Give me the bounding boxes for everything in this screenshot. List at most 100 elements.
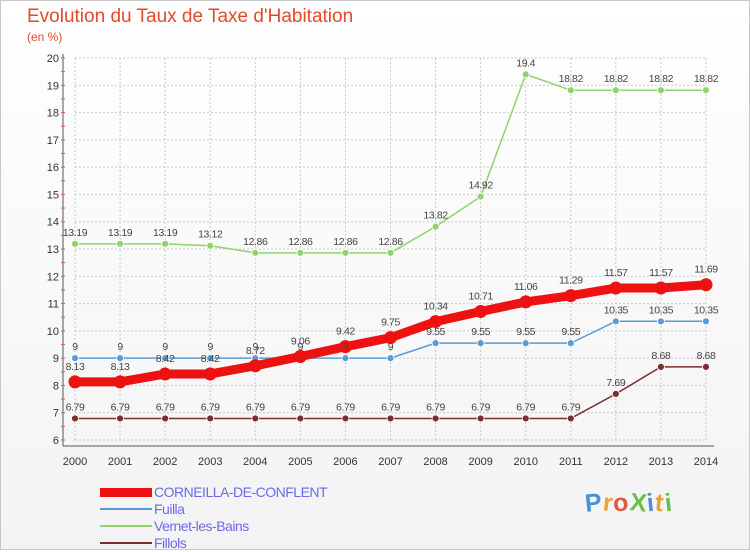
data-label: 11.69 (694, 264, 718, 276)
y-tick-label: 10 (47, 326, 59, 338)
data-label: 9.55 (561, 326, 580, 338)
data-point (657, 362, 665, 371)
data-point (521, 414, 530, 423)
data-point (386, 248, 395, 257)
y-tick-label: 16 (47, 162, 59, 174)
data-point (611, 86, 620, 95)
data-label: 6.79 (336, 401, 355, 413)
data-point (609, 281, 623, 295)
data-label: 9 (253, 341, 259, 353)
y-tick-label: 14 (47, 217, 59, 229)
data-point (71, 354, 79, 363)
data-point (519, 295, 533, 309)
data-point (702, 317, 710, 326)
data-point (476, 192, 485, 201)
data-point (564, 289, 578, 303)
x-tick-label: 2005 (288, 456, 312, 468)
data-label: 6.79 (156, 401, 175, 413)
legend-label: Fuilla (154, 501, 185, 517)
data-label: 6.79 (471, 401, 490, 413)
data-point (116, 354, 124, 363)
data-label: 12.86 (333, 236, 358, 248)
data-point (431, 222, 440, 231)
data-point (611, 317, 620, 326)
data-label: 6.79 (426, 401, 445, 413)
data-point (702, 362, 710, 371)
data-label: 18.82 (694, 73, 719, 85)
data-point (116, 239, 124, 248)
legend-swatch (100, 508, 152, 510)
data-label: 8.42 (156, 353, 175, 365)
data-point (113, 375, 127, 389)
data-point (341, 354, 350, 363)
y-tick-label: 9 (53, 353, 59, 365)
data-point (386, 354, 395, 363)
data-point (341, 248, 350, 257)
data-point (431, 414, 440, 423)
x-tick-label: 2008 (423, 456, 447, 468)
data-point (338, 340, 352, 354)
data-label: 6.79 (66, 401, 85, 413)
data-point (702, 86, 710, 95)
data-label: 8.13 (111, 361, 130, 373)
data-point (161, 414, 170, 423)
data-label: 12.86 (288, 236, 313, 248)
data-label: 8.68 (652, 350, 671, 362)
data-point (566, 414, 575, 423)
data-label: 6.79 (201, 401, 220, 413)
data-label: 9 (117, 341, 123, 353)
data-label: 9 (72, 341, 78, 353)
data-label: 10.34 (423, 301, 448, 313)
legend-label: Vernet-les-Bains (154, 518, 249, 534)
data-label: 12.86 (243, 236, 268, 248)
data-point (71, 239, 79, 248)
data-label: 7.69 (606, 377, 625, 389)
data-point (611, 389, 620, 398)
data-label: 18.82 (604, 73, 629, 85)
data-label: 9.55 (426, 326, 445, 338)
data-label: 18.82 (559, 73, 584, 85)
data-point (71, 414, 79, 423)
data-label: 13.82 (423, 210, 448, 222)
data-point (431, 339, 440, 348)
legend-swatch (100, 542, 152, 544)
y-tick-label: 13 (47, 244, 59, 256)
data-label: 11.06 (514, 281, 538, 293)
data-label: 19.4 (516, 57, 535, 69)
y-tick-label: 7 (53, 408, 59, 420)
data-label: 9.75 (381, 317, 400, 329)
x-tick-label: 2014 (694, 456, 718, 468)
data-point (566, 86, 575, 95)
data-point (206, 354, 215, 363)
data-point (248, 359, 262, 373)
data-label: 10.71 (469, 290, 494, 302)
data-point (654, 281, 668, 295)
logo-letter: i (663, 488, 675, 518)
data-point (296, 414, 305, 423)
data-label: 9.06 (291, 336, 310, 348)
data-label: 6.79 (516, 401, 535, 413)
y-tick-label: 19 (47, 80, 59, 92)
data-label: 10.35 (604, 304, 629, 316)
data-point (203, 367, 217, 381)
data-label: 6.79 (111, 401, 130, 413)
data-label: 11.29 (559, 275, 583, 287)
data-label: 10.35 (649, 304, 674, 316)
data-label: 11.57 (649, 267, 673, 279)
data-point (474, 304, 488, 318)
legend-label: CORNEILLA-DE-CONFLENT (154, 484, 328, 500)
data-point (341, 414, 350, 423)
x-tick-label: 2011 (559, 456, 583, 468)
x-tick-label: 2006 (333, 456, 357, 468)
data-point (293, 350, 307, 364)
data-label: 9 (162, 341, 168, 353)
data-point (566, 339, 575, 348)
x-tick-label: 2010 (513, 456, 537, 468)
data-label: 13.19 (63, 227, 88, 239)
data-point (116, 414, 124, 423)
data-label: 9 (298, 341, 304, 353)
data-label: 6.79 (561, 401, 580, 413)
data-label: 8.72 (246, 345, 265, 357)
